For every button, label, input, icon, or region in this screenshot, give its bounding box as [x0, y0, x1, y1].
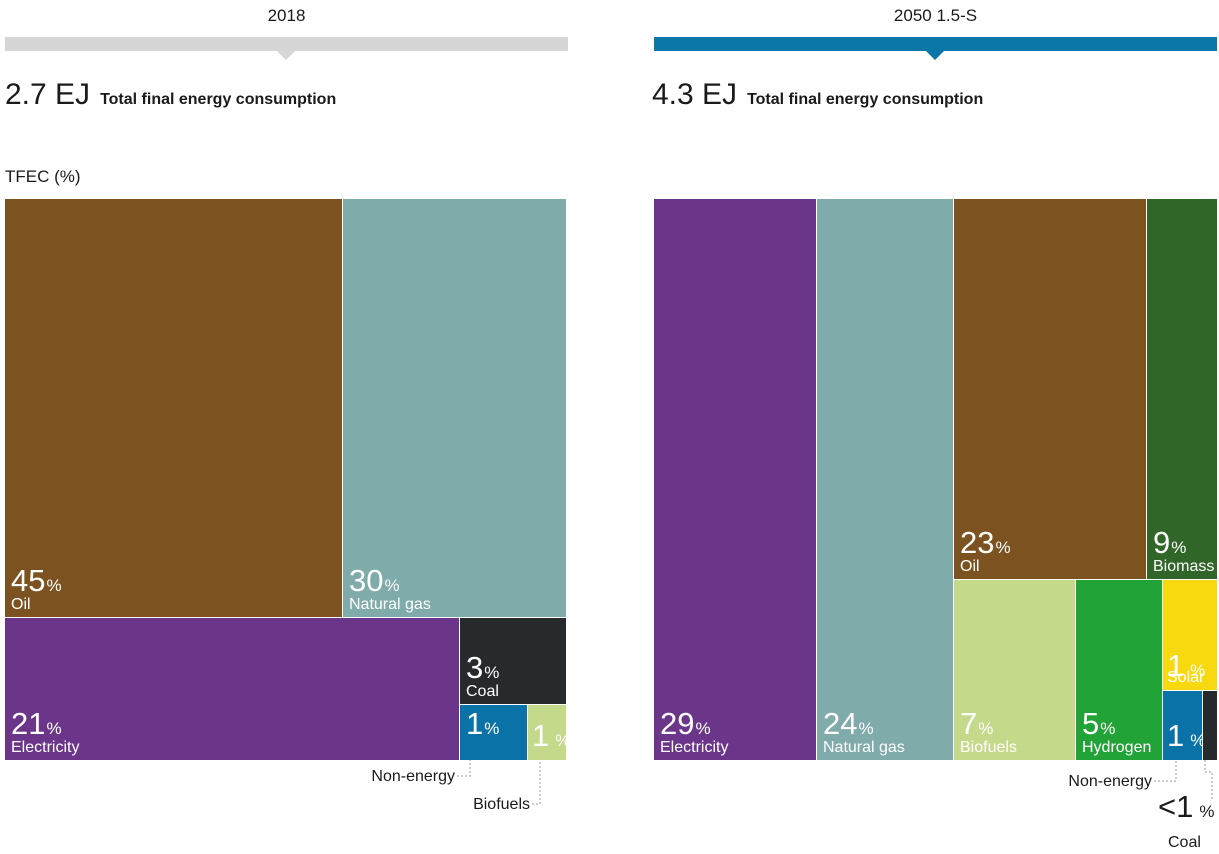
cell-2050-1-5-s-coal-value: <1 [1158, 789, 1193, 824]
cell-2050-1-5-s-oil-value: 23 [960, 525, 994, 560]
cell-2018-coal-unit: % [484, 663, 499, 682]
panel-2018-header-arrow [277, 51, 295, 60]
cell-2018-electricity-value: 21 [11, 706, 45, 741]
panel-2018-total: 2.7 EJ Total final energy consumption [5, 78, 336, 112]
cell-2050-1-5-s-non-energy-value: 1 [1167, 718, 1184, 753]
cell-2050-1-5-s-solar [1163, 580, 1217, 690]
cell-2050-1-5-s-electricity-unit: % [695, 719, 710, 738]
cell-2050-1-5-s-solar-value: 1 [1167, 648, 1184, 683]
cell-2050-1-5-s-biofuels-unit: % [978, 719, 993, 738]
cell-2018-biofuels-name: Biofuels [473, 796, 530, 813]
cell-2018-non-energy-unit: % [484, 719, 499, 738]
cell-2018-biofuels-value: 1 [532, 718, 549, 753]
cell-2018-non-energy-name: Non-energy [371, 768, 455, 785]
cell-2018-coal-name: Coal [466, 683, 499, 700]
cell-2050-1-5-s-non-energy-unit: % [1190, 731, 1205, 750]
cell-2050-1-5-s-oil-name: Oil [960, 558, 980, 575]
panel-2050-header-bar [654, 37, 1217, 51]
cell-2018-coal [460, 618, 566, 704]
cell-2050-1-5-s-coal [1203, 691, 1217, 760]
cell-2050-1-5-s-natural-gas-unit: % [858, 719, 873, 738]
cell-2018-oil [5, 199, 342, 617]
cell-2018-electricity-name: Electricity [11, 739, 79, 756]
cell-2050-1-5-s-biomass-value: 9 [1153, 525, 1170, 560]
cell-2018-electricity [5, 618, 459, 760]
cell-2050-1-5-s-electricity-name: Electricity [660, 739, 728, 756]
cell-2050-1-5-s-biomass-unit: % [1171, 538, 1186, 557]
tfec-axis-note: TFEC (%) [5, 167, 81, 186]
cell-2050-1-5-s-natural-gas [817, 199, 953, 760]
panel-2018-header-bar [5, 37, 568, 51]
cell-2050-1-5-s-coal-leader [1204, 760, 1213, 800]
cell-2018-biofuels-leader [532, 760, 541, 805]
panel-2050-total-value: 4.3 EJ [652, 78, 738, 111]
cell-2050-1-5-s-biofuels-value: 7 [960, 706, 977, 741]
cell-2018-electricity-unit: % [46, 719, 61, 738]
cell-2018-oil-value: 45 [11, 563, 45, 598]
panel-2018-total-value: 2.7 EJ [5, 78, 91, 111]
cell-2050-1-5-s-coal-unit: % [1199, 802, 1214, 821]
cell-2018-non-energy [460, 705, 527, 760]
cell-2018-oil-unit: % [46, 576, 61, 595]
cell-2050-1-5-s-non-energy [1163, 691, 1202, 760]
cell-2050-1-5-s-hydrogen-name: Hydrogen [1082, 739, 1151, 756]
cell-2018-non-energy-leader [457, 760, 471, 777]
cell-2050-1-5-s-solar-unit: % [1190, 661, 1205, 680]
cell-2018-natural-gas-value: 30 [349, 563, 383, 598]
cell-2050-1-5-s-hydrogen [1076, 580, 1162, 760]
cell-2050-1-5-s-hydrogen-value: 5 [1082, 706, 1099, 741]
cell-2018-oil-name: Oil [11, 596, 31, 613]
cell-2050-1-5-s-biofuels [954, 580, 1075, 760]
panel-2050-total-label: Total final energy consumption [747, 91, 984, 108]
cell-2050-1-5-s-natural-gas-value: 24 [823, 706, 857, 741]
panel-2018-total-label: Total final energy consumption [100, 91, 337, 108]
cell-2018-biofuels [528, 705, 566, 760]
cell-2018-coal-value: 3 [466, 650, 483, 685]
cell-2050-1-5-s-coal-name: Coal [1168, 834, 1201, 851]
cell-2050-1-5-s-biofuels-name: Biofuels [960, 739, 1017, 756]
cell-2018-non-energy-value: 1 [466, 706, 483, 741]
cell-2050-1-5-s-biomass [1147, 199, 1217, 579]
cell-2050-1-5-s-biomass-name: Biomass [1153, 558, 1214, 575]
cell-2050-1-5-s-natural-gas-name: Natural gas [823, 739, 905, 756]
cell-2050-1-5-s-non-energy-name: Non-energy [1068, 773, 1152, 790]
cell-2050-1-5-s-non-energy-leader [1154, 760, 1177, 782]
cell-2050-1-5-s-solar-name: Solar [1167, 669, 1205, 686]
cell-2050-1-5-s-electricity-value: 29 [660, 706, 694, 741]
cell-2018-biofuels-unit: % [555, 731, 570, 750]
cell-2050-1-5-s-oil [954, 199, 1146, 579]
cell-2050-1-5-s-oil-unit: % [995, 538, 1010, 557]
cell-2018-natural-gas [343, 199, 566, 617]
cell-2050-1-5-s-electricity [654, 199, 816, 760]
cell-2018-natural-gas-name: Natural gas [349, 596, 431, 613]
cell-2050-1-5-s-hydrogen-unit: % [1100, 719, 1115, 738]
panel-2018-year-label: 2018 [267, 6, 306, 25]
cell-2018-natural-gas-unit: % [384, 576, 399, 595]
panel-2050-header-arrow [926, 51, 944, 60]
panel-2050-year-label: 2050 1.5-S [893, 6, 978, 25]
panel-2050-total: 4.3 EJ Total final energy consumption [652, 78, 983, 112]
